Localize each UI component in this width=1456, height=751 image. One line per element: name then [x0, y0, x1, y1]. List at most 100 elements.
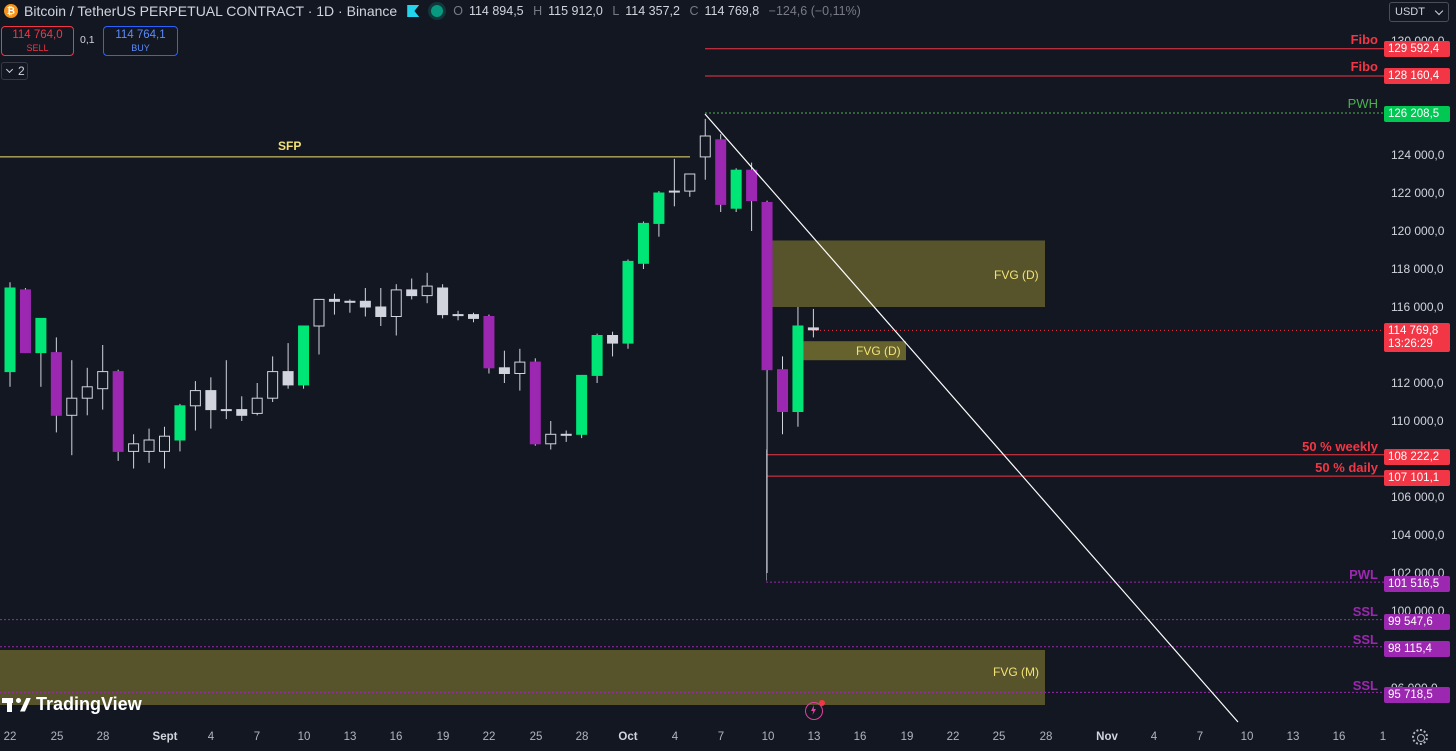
candle-body [344, 300, 356, 303]
time-tick: 1 [1379, 731, 1387, 743]
notification-dot [819, 700, 825, 706]
candle-body [607, 335, 619, 344]
candle-body [35, 317, 47, 354]
candle-body [97, 371, 109, 390]
candle-body [375, 306, 387, 317]
candle-body [4, 287, 16, 373]
currency-label: USDT [1395, 6, 1425, 18]
candle-body [174, 405, 186, 441]
candle-body [19, 289, 31, 354]
candle-body [545, 433, 557, 445]
price-tick: 116 000,0 [1391, 300, 1444, 314]
time-axis[interactable]: 22 25 28 Sept 4 7 10 13 16 19 22 25 28 O… [0, 725, 1456, 751]
price-tick: 106 000,0 [1391, 490, 1445, 504]
candle-body [560, 433, 572, 436]
time-tick: 13 [807, 731, 821, 743]
time-tick: 16 [1332, 731, 1346, 743]
candle-body [514, 361, 526, 375]
time-tick: 25 [529, 731, 543, 743]
candle-body [143, 439, 155, 452]
price-tag-ssl-3: 95 718,5 [1384, 687, 1450, 703]
candle-body [50, 352, 62, 416]
price-tick: 118 000,0 [1391, 262, 1444, 276]
settings-gear-icon[interactable] [1412, 729, 1428, 745]
candle-body [483, 316, 495, 369]
sfp-label: SFP [275, 139, 305, 153]
current-price: 114 769,8 [1388, 325, 1439, 337]
fvg-daily-lower-label: FVG (D) [856, 344, 901, 358]
time-tick: Sept [152, 731, 178, 743]
ohlc-high: 115 912,0 [548, 4, 603, 18]
market-status-icon[interactable] [431, 5, 444, 17]
candle-body [576, 374, 588, 435]
indicators-toggle[interactable]: 2 [1, 62, 28, 80]
currency-select[interactable]: USDT [1389, 2, 1449, 22]
time-tick: 16 [853, 731, 867, 743]
buy-button[interactable]: 114 764,1 BUY [103, 26, 178, 56]
price-tag-current: 114 769,8 13:26:29 [1384, 323, 1450, 352]
candle-body [807, 327, 819, 331]
price-tick: 120 000,0 [1391, 224, 1445, 238]
candle-body [128, 443, 140, 452]
price-tick: 124 000,0 [1391, 148, 1445, 162]
candle-body [267, 371, 279, 399]
candle-body [622, 260, 634, 344]
time-tick: 4 [207, 731, 215, 743]
price-tick: 110 000,0 [1391, 414, 1444, 428]
candle-body [730, 169, 742, 209]
time-tick: 19 [436, 731, 450, 743]
price-tick: 104 000,0 [1391, 528, 1445, 542]
bitcoin-icon: ₿ [4, 4, 18, 18]
candle-body [421, 285, 433, 297]
ohlc-high-key: H [533, 4, 543, 18]
lightning-icon[interactable] [805, 700, 825, 720]
price-tag-ssl-1: 99 547,6 [1384, 614, 1450, 630]
price-tag-50-daily: 107 101,1 [1384, 470, 1450, 486]
indicators-count: 2 [18, 64, 25, 78]
candle-body [591, 335, 603, 376]
chevron-down-icon [5, 65, 14, 74]
price-tick: 112 000,0 [1391, 376, 1444, 390]
time-tick: 28 [96, 731, 110, 743]
candle-body [452, 314, 464, 317]
candle-body [777, 369, 788, 413]
candle-body [468, 314, 479, 319]
tradingview-logo[interactable]: TradingView [2, 694, 142, 715]
time-tick: Nov [1096, 731, 1118, 743]
level-fibo-1-label: Fibo [1350, 32, 1378, 47]
time-tick: 25 [50, 731, 64, 743]
price-tick: 122 000,0 [1391, 186, 1445, 200]
level-ssl-3-label: SSL [1352, 678, 1378, 693]
time-tick: 10 [297, 731, 311, 743]
candle-body [159, 435, 170, 452]
time-tick: 22 [946, 731, 960, 743]
candle-body [390, 289, 402, 317]
candle-body [298, 325, 310, 386]
candle-body [251, 397, 263, 414]
ohlc-low: 114 357,2 [625, 4, 680, 18]
price-tag-fibo-2: 128 160,4 [1384, 68, 1450, 84]
time-tick: 4 [1150, 731, 1158, 743]
price-tag-ssl-2: 98 115,4 [1384, 641, 1450, 657]
price-change: −124,6 (−0,11%) [768, 4, 861, 18]
candle-body [699, 135, 711, 158]
candle-body [205, 390, 217, 411]
sell-button[interactable]: 114 764,0 SELL [1, 26, 74, 56]
ohlc-open-key: O [453, 4, 463, 18]
flag-icon[interactable] [407, 5, 420, 17]
tradingview-icon [2, 696, 32, 714]
ohlc-open: 114 894,5 [468, 4, 524, 18]
time-tick: 7 [717, 731, 725, 743]
time-tick: 25 [992, 731, 1006, 743]
buy-price: 114 764,1 [115, 29, 166, 41]
trend-line [704, 113, 1239, 723]
level-pwl-label: PWL [1349, 567, 1378, 582]
time-tick: 10 [1240, 731, 1254, 743]
candle-body [282, 371, 294, 386]
candle-body [112, 371, 124, 452]
ohlc-close: 114 769,8 [704, 4, 760, 18]
price-tag-pwh: 126 208,5 [1384, 106, 1450, 122]
level-pwh-label: PWH [1347, 96, 1378, 111]
symbol-title[interactable]: Bitcoin / TetherUS PERPETUAL CONTRACT · … [24, 3, 398, 19]
